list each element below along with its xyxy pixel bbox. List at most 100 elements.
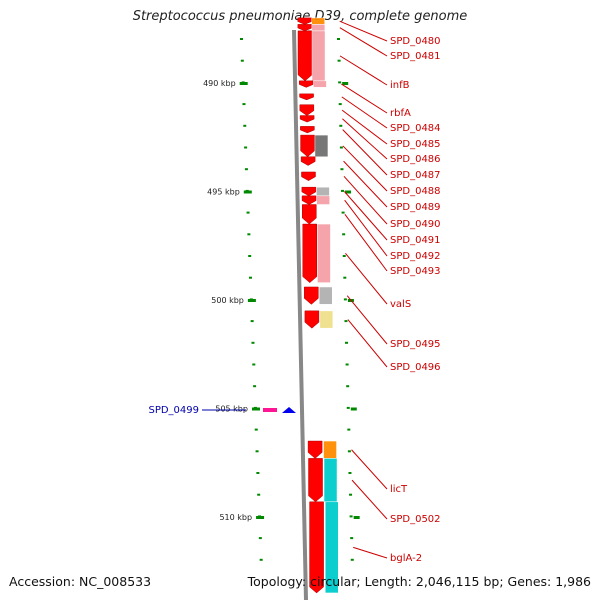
ruler-tick-label: 500 kbp xyxy=(211,296,244,305)
ruler-dot-right xyxy=(339,146,343,149)
ruler-dot-right xyxy=(348,472,352,474)
gene-category-box xyxy=(313,80,327,88)
gene-label-leader xyxy=(339,27,388,57)
ruler-dot-left xyxy=(251,341,255,344)
ruler-dot-right xyxy=(344,320,348,323)
gene-label: SPD_0487 xyxy=(390,170,441,181)
ruler-dot-left xyxy=(257,493,261,496)
gene-label: licT xyxy=(390,484,408,495)
gene-arrow xyxy=(299,115,315,123)
gene-label-leader xyxy=(344,199,388,257)
gene-label: SPD_0490 xyxy=(390,219,441,230)
gene-label-leader xyxy=(342,118,388,160)
gene-arrow xyxy=(301,171,316,181)
gene-category-box xyxy=(311,24,326,32)
gene-label: SPD_0485 xyxy=(390,139,441,150)
gene-arrow xyxy=(301,186,317,197)
gene-arrow-reverse xyxy=(282,407,296,413)
ruler-dot-left xyxy=(259,558,263,561)
ruler-tick-major-right xyxy=(350,407,357,411)
ruler-dot-right xyxy=(340,168,344,171)
map-title: Streptococcus pneumoniae D39, complete g… xyxy=(132,9,468,24)
accession-text: Accession: NC_008533 xyxy=(9,574,152,589)
ruler-dot-right xyxy=(342,233,346,236)
gene-label: SPD_0495 xyxy=(390,339,441,350)
gene-arrow xyxy=(304,286,319,305)
gene-category-box xyxy=(311,17,325,25)
gene-arrow xyxy=(309,501,324,594)
ruler-dot-right xyxy=(343,276,347,279)
gene-label: SPD_0488 xyxy=(390,186,441,197)
gene-category-box xyxy=(318,286,333,305)
ruler-tick-label: 510 kbp xyxy=(219,513,252,522)
gene-label-leader xyxy=(353,546,388,559)
gene-category-box xyxy=(316,195,330,205)
gene-arrow xyxy=(308,458,323,503)
gene-arrow xyxy=(302,204,317,225)
topology-text: Topology: circular; Length: 2,046,115 bp… xyxy=(247,574,591,589)
gene-label: SPD_0502 xyxy=(390,514,441,525)
gene-label-leader xyxy=(343,160,388,208)
ruler-dot-right xyxy=(343,298,347,301)
gene-arrow xyxy=(300,156,316,166)
gene-box-reverse xyxy=(263,408,277,412)
gene-label: SPD_0481 xyxy=(390,51,441,62)
gene-label-leader xyxy=(339,20,388,42)
gene-label: SPD_0493 xyxy=(390,266,441,277)
gene-label: SPD_0499 xyxy=(148,405,199,416)
ruler-dot-right xyxy=(350,558,354,561)
ruler-dot-left xyxy=(246,211,250,214)
gene-label-leader xyxy=(341,96,388,129)
ruler-dot-left xyxy=(244,168,248,171)
gene-label: SPD_0480 xyxy=(390,36,441,47)
ruler-dot-left xyxy=(256,472,260,474)
gene-arrow xyxy=(298,80,314,88)
ruler-dot-right xyxy=(349,515,353,518)
ruler-tick-major xyxy=(243,190,252,194)
ruler-dot-left xyxy=(240,38,243,40)
ruler-dot-right xyxy=(345,363,349,366)
ruler-tick-major xyxy=(251,407,260,411)
ruler-dot-right xyxy=(342,255,346,257)
gene-arrow xyxy=(300,134,315,158)
ruler-dot-right xyxy=(341,189,345,192)
gene-label-leader xyxy=(347,319,388,368)
gene-category-box xyxy=(311,30,326,82)
gene-arrow xyxy=(307,440,323,459)
gene-label: SPD_0489 xyxy=(390,202,441,213)
gene-arrow xyxy=(299,93,314,101)
gene-label-leader xyxy=(342,145,388,192)
ruler-dot-left xyxy=(258,537,262,540)
gene-arrow xyxy=(299,104,315,116)
gene-label: SPD_0486 xyxy=(390,154,441,165)
gene-label-leader xyxy=(339,55,388,86)
gene-category-box xyxy=(314,134,329,158)
ruler-dot-left xyxy=(242,103,246,106)
ruler-tick-label: 495 kbp xyxy=(207,188,240,197)
ruler-dot-left xyxy=(254,428,258,431)
gene-category-box xyxy=(316,186,330,197)
ruler-dot-right xyxy=(347,450,351,453)
gene-label-leader xyxy=(341,109,388,145)
gene-label-leader xyxy=(342,129,388,176)
ruler-tick-label: 490 kbp xyxy=(203,79,236,88)
gene-category-box xyxy=(319,310,334,329)
gene-label: SPD_0496 xyxy=(390,362,441,373)
ruler-dot-right xyxy=(350,537,354,540)
gene-label-leader xyxy=(344,191,388,241)
gene-label-leader xyxy=(346,295,388,345)
gene-label: SPD_0491 xyxy=(390,235,441,246)
ruler-dot-right xyxy=(345,341,349,344)
ruler-dot-left xyxy=(250,320,254,323)
ruler-dot-left xyxy=(247,233,251,236)
ruler-tick-major-right xyxy=(342,82,349,85)
ruler-tick-major xyxy=(239,82,248,85)
ruler-tick-major-right xyxy=(353,516,360,519)
ruler-tick-label: 505 kbp xyxy=(215,405,248,414)
gene-category-box xyxy=(317,223,331,283)
ruler-tick-major xyxy=(256,516,265,519)
gene-label-leader xyxy=(344,213,388,272)
ruler-dot-left xyxy=(255,450,259,453)
ruler-dot-left xyxy=(240,59,244,62)
